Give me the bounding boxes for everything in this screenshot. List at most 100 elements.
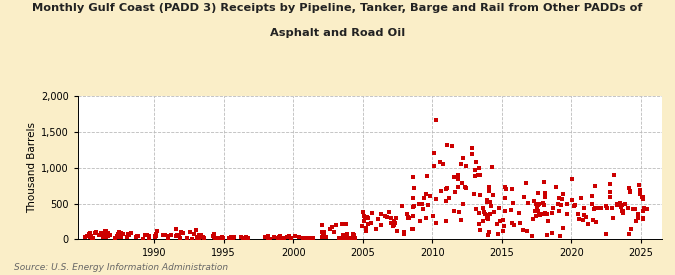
Point bbox=[138, 237, 148, 241]
Point bbox=[403, 216, 414, 220]
Point bbox=[273, 234, 284, 239]
Point bbox=[572, 212, 583, 217]
Point bbox=[286, 236, 296, 240]
Point bbox=[163, 233, 173, 238]
Point bbox=[488, 192, 499, 197]
Point bbox=[578, 217, 589, 222]
Point bbox=[262, 233, 273, 238]
Point bbox=[441, 186, 452, 191]
Point bbox=[527, 233, 538, 238]
Point bbox=[329, 229, 340, 234]
Point bbox=[528, 216, 539, 221]
Point bbox=[274, 234, 285, 238]
Point bbox=[589, 184, 600, 188]
Point bbox=[615, 200, 626, 205]
Point bbox=[241, 235, 252, 239]
Point bbox=[99, 229, 110, 234]
Point bbox=[497, 229, 508, 233]
Point bbox=[485, 204, 496, 208]
Point bbox=[495, 219, 506, 224]
Point bbox=[283, 234, 294, 238]
Point bbox=[533, 202, 544, 206]
Point bbox=[150, 235, 161, 240]
Point bbox=[198, 236, 209, 240]
Point bbox=[583, 222, 594, 226]
Point bbox=[578, 205, 589, 210]
Point bbox=[306, 236, 317, 241]
Point bbox=[401, 211, 412, 216]
Point bbox=[605, 190, 616, 194]
Point bbox=[381, 214, 392, 219]
Point bbox=[116, 231, 127, 235]
Point bbox=[346, 236, 356, 241]
Point bbox=[637, 216, 648, 220]
Point bbox=[608, 215, 619, 220]
Point bbox=[435, 160, 446, 164]
Point bbox=[618, 209, 628, 213]
Point bbox=[188, 232, 199, 236]
Point bbox=[133, 234, 144, 238]
Point bbox=[481, 198, 492, 202]
Point bbox=[416, 202, 427, 206]
Point bbox=[474, 228, 485, 232]
Point bbox=[265, 237, 275, 241]
Point bbox=[529, 199, 539, 203]
Point bbox=[342, 236, 353, 240]
Point bbox=[470, 174, 481, 178]
Point bbox=[350, 236, 360, 241]
Point bbox=[94, 233, 105, 238]
Point bbox=[457, 202, 468, 206]
Point bbox=[87, 236, 98, 240]
Point bbox=[140, 232, 151, 237]
Point bbox=[103, 233, 113, 237]
Point bbox=[342, 232, 352, 236]
Point bbox=[165, 233, 176, 238]
Point bbox=[639, 205, 650, 210]
Point bbox=[90, 230, 101, 234]
Point bbox=[442, 143, 453, 147]
Point bbox=[178, 231, 188, 236]
Point bbox=[98, 235, 109, 239]
Point bbox=[190, 228, 201, 232]
Point bbox=[359, 214, 370, 219]
Point bbox=[612, 203, 623, 207]
Point bbox=[589, 207, 600, 211]
Point bbox=[444, 196, 455, 200]
Point bbox=[348, 232, 358, 236]
Point bbox=[131, 234, 142, 238]
Point bbox=[209, 236, 220, 240]
Point bbox=[358, 219, 369, 223]
Point bbox=[110, 236, 121, 240]
Point bbox=[480, 211, 491, 216]
Point bbox=[413, 202, 424, 206]
Point bbox=[519, 195, 530, 200]
Point bbox=[588, 218, 599, 222]
Point bbox=[103, 231, 113, 235]
Point bbox=[576, 196, 587, 200]
Point bbox=[523, 200, 534, 205]
Point bbox=[217, 237, 227, 241]
Point bbox=[514, 221, 525, 226]
Point bbox=[506, 221, 517, 225]
Point bbox=[470, 160, 481, 164]
Point bbox=[194, 234, 205, 239]
Point bbox=[477, 218, 488, 223]
Point bbox=[98, 232, 109, 236]
Point bbox=[209, 232, 219, 237]
Point bbox=[273, 235, 284, 239]
Point bbox=[491, 222, 502, 227]
Point bbox=[492, 232, 503, 236]
Point bbox=[113, 234, 124, 239]
Point bbox=[579, 213, 590, 217]
Point bbox=[279, 236, 290, 240]
Point bbox=[483, 230, 494, 235]
Point bbox=[587, 193, 597, 198]
Point bbox=[477, 205, 488, 210]
Point bbox=[484, 185, 495, 189]
Point bbox=[430, 118, 441, 122]
Point bbox=[360, 216, 371, 220]
Point bbox=[385, 216, 396, 220]
Point bbox=[452, 185, 463, 189]
Point bbox=[317, 223, 328, 227]
Point bbox=[390, 216, 401, 221]
